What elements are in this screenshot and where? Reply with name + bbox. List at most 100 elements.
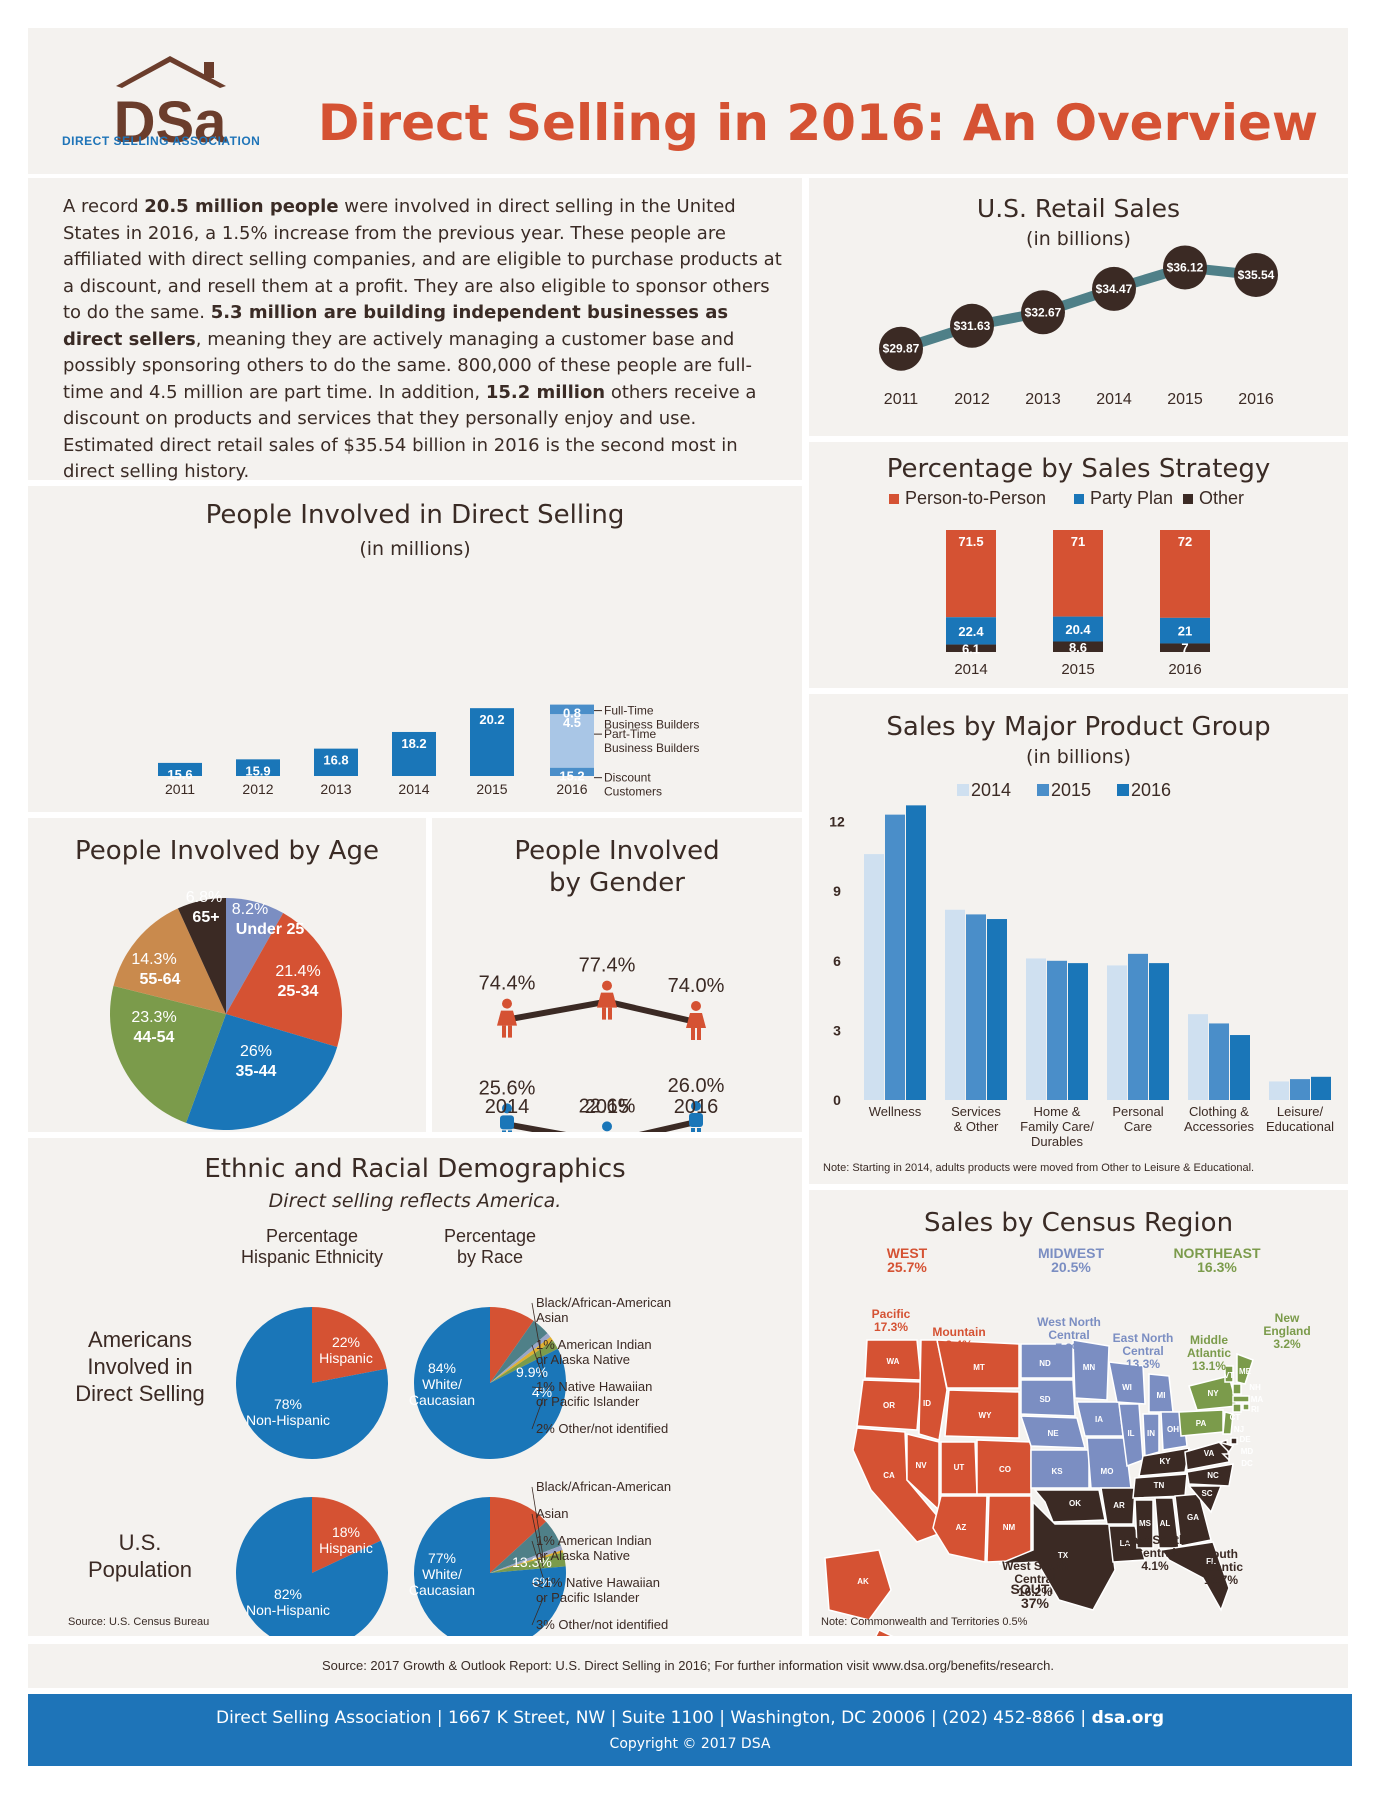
footer-site-link[interactable]: dsa.org: [1091, 1708, 1165, 1728]
product-ytick-label: 9: [833, 883, 841, 899]
race-pie-label: 6%: [532, 1574, 552, 1590]
age-pie-name-label: Under 25: [236, 921, 305, 938]
state-sd: [1020, 1379, 1076, 1417]
race-legend-leader: [531, 1582, 544, 1589]
people-year-label: 2015: [476, 781, 507, 797]
state-label: FL: [1206, 1557, 1216, 1566]
census-region-label: WEST: [887, 1245, 928, 1261]
state-label: MA: [1251, 1395, 1264, 1404]
age-pie-pct-label: 6.8%: [186, 889, 222, 906]
strategy-legend-swatch: [889, 494, 899, 504]
person-body: [597, 992, 617, 1008]
age-pie-slice: [109, 985, 226, 1123]
state-label: ND: [1039, 1359, 1051, 1368]
sales-strategy-title: Percentage by Sales Strategy: [886, 454, 1271, 484]
hispanic-pie-label: Hispanic: [319, 1540, 373, 1556]
state-label: IN: [1147, 1429, 1155, 1438]
gender-title-line2: by Gender: [549, 868, 685, 898]
product-ytick-label: 6: [833, 953, 841, 969]
people-bar: [314, 748, 358, 776]
age-pie-pct-label: 23.3%: [131, 1009, 176, 1026]
state-wy: [944, 1389, 1020, 1439]
intro-highlight: 5.3 million are building independent bus…: [63, 302, 729, 350]
strategy-legend-swatch: [1183, 494, 1193, 504]
people-bar: [236, 759, 280, 776]
strategy-value-label: 8.6: [1069, 640, 1087, 655]
person-leg: [508, 1130, 512, 1132]
sales-strategy-panel: Percentage by Sales Strategy Person-to-P…: [809, 442, 1348, 688]
age-pie-slice: [226, 898, 284, 1014]
state-label: WI: [1122, 1383, 1132, 1392]
state-label: KS: [1051, 1467, 1063, 1476]
state-label: AL: [1160, 1519, 1171, 1528]
race-pie-label: 84%: [428, 1360, 456, 1376]
state-in: [1142, 1413, 1160, 1457]
age-pie-pct-label: 14.3%: [131, 951, 176, 968]
strategy-legend-label: Person-to-Person: [905, 488, 1046, 508]
product-group-title: Sales by Major Product Group: [886, 712, 1271, 742]
state-label: SC: [1201, 1489, 1212, 1498]
ethnic-panel: Ethnic and Racial Demographics Direct se…: [28, 1138, 802, 1636]
strategy-year-label: 2015: [1061, 661, 1094, 678]
strategy-bar-segment: [946, 644, 996, 652]
product-bar: [864, 854, 884, 1100]
census-division-label: Middle: [1190, 1333, 1228, 1347]
ethnic-row-label: Involved in: [87, 1354, 192, 1379]
state-label: TN: [1154, 1481, 1165, 1490]
product-category-label: Family Care/: [1020, 1119, 1094, 1134]
state-ar: [1100, 1487, 1136, 1525]
person-body: [497, 1010, 517, 1026]
product-category-label: Wellness: [869, 1104, 922, 1119]
state-label: ID: [923, 1399, 931, 1408]
state-me: [1236, 1352, 1254, 1385]
age-title: People Involved by Age: [75, 836, 379, 866]
intro-text-segment: , meaning they are actively managing a c…: [63, 328, 753, 403]
people-bar: [392, 731, 436, 776]
census-division-label: 13.3%: [1126, 1357, 1160, 1371]
census-division-label: Central: [1048, 1328, 1089, 1342]
age-pie-name-label: 65+: [192, 909, 219, 926]
state-label: MI: [1157, 1391, 1166, 1400]
age-pie-slice: [226, 913, 342, 1048]
people-value-label: 15.6: [167, 767, 192, 782]
product-ytick-label: 0: [833, 1092, 841, 1108]
person-head: [502, 998, 512, 1009]
intro-text-segment: A record: [63, 196, 145, 217]
product-bar: [1068, 963, 1088, 1100]
product-category-label: Home &: [1034, 1104, 1081, 1119]
gender-women-label: 74.0%: [668, 975, 725, 997]
product-group-chart: 2014 2015 2016 12 9 6 3 0 Wellness Services& Othe…: [829, 780, 1334, 1149]
census-region-label: 16.3%: [1197, 1259, 1237, 1275]
state-label: MO: [1101, 1467, 1114, 1476]
state-wi: [1108, 1361, 1146, 1405]
state-ms: [1134, 1499, 1154, 1549]
state-label: AK: [857, 1577, 869, 1586]
census-division-label: Central: [1122, 1344, 1163, 1358]
people-stack-segment: [550, 767, 594, 776]
state-ne: [1019, 1415, 1086, 1449]
state-label: VT: [1224, 1371, 1234, 1380]
chimney-icon: [204, 62, 214, 78]
state-label: CA: [883, 1471, 895, 1480]
state-ga: [1174, 1493, 1212, 1547]
people-year-label: 2016: [556, 781, 587, 797]
person-body: [686, 1013, 706, 1028]
state-ct: [1232, 1403, 1242, 1413]
people-annotation-label: Customers: [604, 785, 662, 799]
retail-sales-value-label: $32.67: [1025, 305, 1062, 319]
state-label: NV: [915, 1461, 927, 1470]
census-region-label: 25.7%: [887, 1259, 927, 1275]
race-pie-slice: [490, 1307, 534, 1383]
gender-year-label: 2016: [674, 1096, 719, 1118]
product-bar: [885, 814, 905, 1100]
strategy-legend-label: Party Plan: [1090, 488, 1173, 508]
race-legend-label: or Alaska Native: [536, 1548, 630, 1563]
age-pie-slice: [186, 1014, 338, 1130]
man-icon: [500, 1103, 514, 1132]
race-pie-label: White/: [422, 1566, 462, 1582]
strategy-bar-segment: [1053, 641, 1103, 652]
hispanic-pie-slice: [312, 1497, 381, 1573]
strategy-value-label: 20.4: [1065, 622, 1091, 637]
